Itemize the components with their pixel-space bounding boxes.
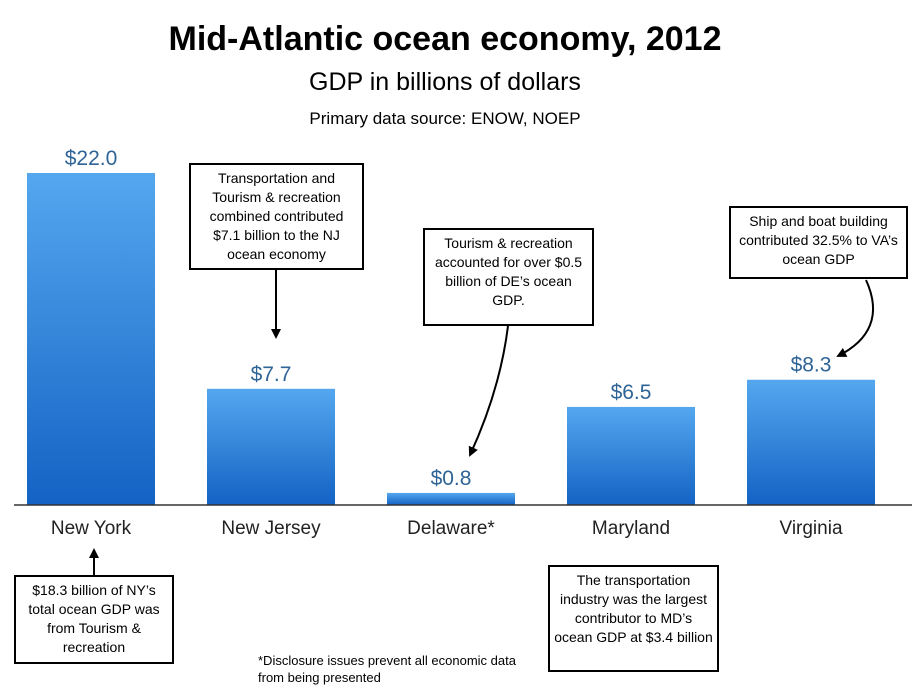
category-label-new-jersey: New Jersey (221, 518, 321, 539)
bar-new-york (27, 173, 155, 505)
value-labels: $22.0 $7.7 $0.8 $6.5 $8.3 (65, 147, 832, 490)
bar-virginia (747, 379, 875, 505)
value-label-maryland: $6.5 (611, 381, 652, 404)
category-label-virginia: Virginia (779, 518, 842, 539)
bar-delaware (387, 492, 515, 505)
data-source: Primary data source: ENOW, NOEP (309, 109, 580, 128)
va-arrow (836, 279, 875, 357)
va-annotation: Ship and boat building contributed 32.5%… (729, 206, 908, 279)
footnote: *Disclosure issues prevent all economic … (258, 653, 516, 685)
bar-maryland (567, 406, 695, 505)
value-label-new-jersey: $7.7 (251, 363, 292, 386)
chart-title: Mid-Atlantic ocean economy, 2012 (169, 20, 722, 58)
chart-subtitle: GDP in billions of dollars (309, 68, 581, 96)
category-label-delaware: Delaware* (407, 518, 495, 539)
md-annotation: The transportation industry was the larg… (548, 565, 719, 672)
bar-new-jersey (207, 388, 335, 505)
ny-annotation: $18.3 billion of NY’s total ocean GDP wa… (14, 575, 174, 664)
category-label-new-york: New York (51, 518, 132, 539)
de-arrow (468, 325, 509, 457)
value-label-new-york: $22.0 (65, 147, 118, 170)
value-label-delaware: $0.8 (431, 467, 472, 490)
value-label-virginia: $8.3 (791, 354, 832, 377)
category-label-maryland: Maryland (592, 518, 670, 539)
category-labels: New York New Jersey Delaware* Maryland Virgi… (51, 518, 843, 539)
nj-annotation: Transportation and Tourism & recreation … (189, 163, 364, 270)
de-annotation: Tourism & recreation accounted for over … (423, 228, 594, 326)
bars (27, 173, 875, 505)
